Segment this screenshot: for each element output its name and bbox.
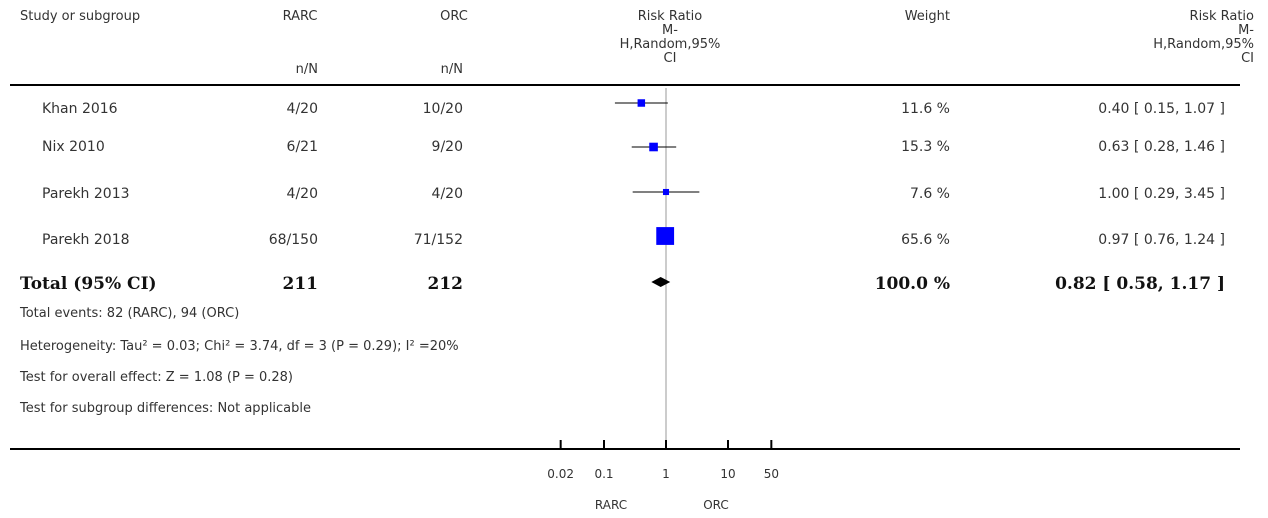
effect-marker <box>637 99 646 107</box>
axis-tick-label: 0.02 <box>547 467 575 481</box>
bottom-rule <box>10 448 1240 450</box>
group2-value: 9/20 <box>431 139 463 155</box>
header-rr-plot-line2: M- <box>662 23 678 38</box>
favours-left-label: RARC <box>594 498 628 512</box>
heterogeneity-note: Heterogeneity: Tau² = 0.03; Chi² = 3.74,… <box>20 339 459 354</box>
group2-value: 10/20 <box>422 101 463 117</box>
weight-value: 15.3 % <box>901 139 950 155</box>
group1-value: 68/150 <box>268 232 318 248</box>
subgroup-note: Test for subgroup differences: Not appli… <box>20 401 312 416</box>
header-rr-text-line1: Risk Ratio <box>1189 9 1254 24</box>
header-weight: Weight <box>904 9 950 24</box>
header-rr-text-line4: CI <box>1241 51 1254 66</box>
group2-value: 4/20 <box>431 186 463 202</box>
total-group1: 211 <box>282 274 319 294</box>
weight-value: 11.6 % <box>901 101 950 117</box>
header-rr-plot: Risk Ratio M- H,Random,95% CI <box>610 10 730 66</box>
header-group1: RARC <box>282 9 318 24</box>
total-label: Total (95% CI) <box>20 274 157 294</box>
ci-value: 0.63 [ 0.28, 1.46 ] <box>1098 139 1225 155</box>
header-rr-plot-line4: CI <box>663 51 677 66</box>
axis-tick-label: 0.1 <box>594 467 614 481</box>
group1-value: 4/20 <box>286 186 318 202</box>
header-rule <box>10 84 1240 86</box>
header-rr-plot-line3: H,Random,95% <box>619 37 721 52</box>
header-rr-text: Risk Ratio M- H,Random,95% CI <box>1120 10 1254 66</box>
total-weight: 100.0 % <box>874 274 950 294</box>
weight-value: 7.6 % <box>909 186 950 202</box>
ci-value: 0.40 [ 0.15, 1.07 ] <box>1098 101 1225 117</box>
header-group1-sub: n/N <box>295 62 318 77</box>
group1-value: 4/20 <box>286 101 318 117</box>
total-events-note: Total events: 82 (RARC), 94 (ORC) <box>20 306 240 321</box>
header-study: Study or subgroup <box>20 9 141 24</box>
study-name: Parekh 2013 <box>42 186 130 202</box>
header-rr-text-line2: M- <box>1238 23 1254 38</box>
axis-tick-label: 50 <box>763 467 779 481</box>
header-group2: ORC <box>440 9 468 24</box>
group2-value: 71/152 <box>413 232 463 248</box>
effect-marker <box>656 227 675 245</box>
ci-value: 0.97 [ 0.76, 1.24 ] <box>1098 232 1225 248</box>
study-name: Parekh 2018 <box>42 232 130 248</box>
effect-marker <box>649 142 658 152</box>
total-group2: 212 <box>427 274 464 294</box>
effect-marker <box>662 188 670 196</box>
header-rr-text-line3: H,Random,95% <box>1153 37 1254 52</box>
ci-value: 1.00 [ 0.29, 3.45 ] <box>1098 186 1225 202</box>
total-ci: 0.82 [ 0.58, 1.17 ] <box>1055 274 1225 294</box>
favours-right-label: ORC <box>703 498 729 512</box>
weight-value: 65.6 % <box>901 232 950 248</box>
header-group2-sub: n/N <box>440 62 463 77</box>
axis-tick-label: 10 <box>720 467 736 481</box>
overall-effect-note: Test for overall effect: Z = 1.08 (P = 0… <box>20 370 293 385</box>
axis-tick-label: 1 <box>662 467 670 481</box>
study-name: Khan 2016 <box>42 101 118 117</box>
header-rr-plot-line1: Risk Ratio <box>637 9 703 24</box>
pooled-diamond <box>651 277 671 287</box>
study-name: Nix 2010 <box>42 139 105 155</box>
group1-value: 6/21 <box>286 139 318 155</box>
